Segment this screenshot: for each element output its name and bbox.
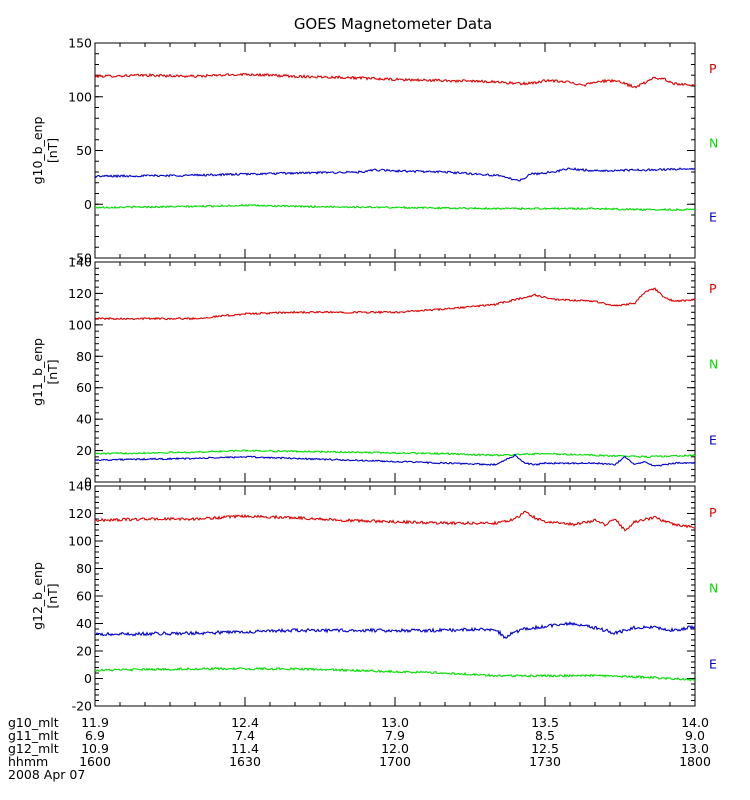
y-tick-label: 100 xyxy=(68,534,92,549)
time-axis-tick-label: 9.0 xyxy=(685,728,705,743)
series-line-p xyxy=(94,72,696,89)
time-axis-tick-label: 13.5 xyxy=(531,715,559,730)
y-tick-label: 40 xyxy=(76,616,92,631)
y-tick-label: 20 xyxy=(76,644,92,659)
time-axis-row-label: hhmm xyxy=(8,754,48,769)
y-tick-label: 0 xyxy=(84,475,92,490)
time-axis-labels: g10_mlt 11.9 12.4 13.0 13.5 14.0 g11_mlt 6.9 7.4… xyxy=(8,715,711,769)
series-line-n xyxy=(94,203,696,212)
y-tick-label: 100 xyxy=(68,89,92,104)
time-axis-tick-label: 1730 xyxy=(529,754,561,769)
time-axis-tick-label: 8.5 xyxy=(535,728,555,743)
y-tick-label: -50 xyxy=(72,251,92,266)
panel-2: 140 120 100 80 60 40 20 0 g11_b_enp [nT] P N E xyxy=(30,255,718,490)
date-label: 2008 Apr 07 xyxy=(8,767,85,782)
panel-1: 150 100 50 0 -50 g10_b_enp [nT] P N E xyxy=(30,36,718,266)
panel-frame xyxy=(94,261,696,483)
time-axis-tick-label: 11.4 xyxy=(231,741,259,756)
panel-3: 140 120 100 80 60 40 20 0 -20 g12_b_enp [nT] P N E xyxy=(30,479,718,714)
series-line-n xyxy=(94,449,696,459)
time-axis-tick-label: 1630 xyxy=(229,754,261,769)
time-axis-tick-label: 6.9 xyxy=(85,728,105,743)
y-tick-label: 80 xyxy=(76,349,92,364)
legend-label-e: E xyxy=(709,209,717,224)
time-axis-tick-label: 1800 xyxy=(679,754,711,769)
y-axis-title: g12_b_enp xyxy=(30,562,45,630)
series-line-e xyxy=(94,620,696,640)
series-line-p xyxy=(94,510,696,532)
y-axis-title: g10_b_enp xyxy=(30,117,45,185)
y-axis-unit: [nT] xyxy=(45,583,60,608)
y-tick-label: 140 xyxy=(68,479,92,494)
legend-label-e: E xyxy=(709,657,717,672)
y-tick-label: 120 xyxy=(68,286,92,301)
series-line-e xyxy=(94,167,696,182)
y-tick-label: 150 xyxy=(68,36,92,51)
time-axis-tick-label: 7.9 xyxy=(385,728,405,743)
y-tick-label: -20 xyxy=(72,699,92,714)
y-tick-label: 80 xyxy=(76,561,92,576)
y-tick-label: 0 xyxy=(84,671,92,686)
chart-title: GOES Magnetometer Data xyxy=(294,15,492,33)
time-axis-tick-label: 12.5 xyxy=(531,741,559,756)
y-tick-label: 20 xyxy=(76,443,92,458)
series-line-n xyxy=(94,666,696,682)
panel-frame xyxy=(94,42,696,259)
time-axis-tick-label: 12.4 xyxy=(231,715,259,730)
legend-label-n: N xyxy=(709,135,718,150)
y-tick-label: 100 xyxy=(68,317,92,332)
time-axis-tick-label: 11.9 xyxy=(81,715,109,730)
time-axis-tick-label: 1700 xyxy=(379,754,411,769)
y-tick-label: 140 xyxy=(68,255,92,270)
legend-label-p: P xyxy=(709,281,717,296)
time-axis-tick-label: 10.9 xyxy=(81,741,109,756)
series-line-p xyxy=(94,287,696,321)
legend-label-e: E xyxy=(709,433,717,448)
time-axis-row-label: g12_mlt xyxy=(8,741,59,756)
y-tick-label: 50 xyxy=(76,143,92,158)
time-axis-tick-label: 14.0 xyxy=(681,715,709,730)
y-axis-title: g11_b_enp xyxy=(30,338,45,406)
y-axis-unit: [nT] xyxy=(45,138,60,163)
y-tick-label: 40 xyxy=(76,412,92,427)
y-tick-label: 60 xyxy=(76,380,92,395)
time-axis-tick-label: 7.4 xyxy=(235,728,255,743)
time-axis-tick-label: 13.0 xyxy=(381,715,409,730)
time-axis-row-label: g11_mlt xyxy=(8,728,59,743)
legend-label-p: P xyxy=(709,505,717,520)
y-tick-label: 60 xyxy=(76,589,92,604)
legend-label-n: N xyxy=(709,581,718,596)
series-line-e xyxy=(94,453,696,467)
time-axis-tick-label: 12.0 xyxy=(381,741,409,756)
y-tick-label: 120 xyxy=(68,506,92,521)
legend-label-p: P xyxy=(709,61,717,76)
time-axis-tick-label: 1600 xyxy=(79,754,111,769)
y-tick-label: 0 xyxy=(84,197,92,212)
time-axis-tick-label: 13.0 xyxy=(681,741,709,756)
time-axis-row-label: g10_mlt xyxy=(8,715,59,730)
legend-label-n: N xyxy=(709,357,718,372)
y-axis-unit: [nT] xyxy=(45,359,60,384)
